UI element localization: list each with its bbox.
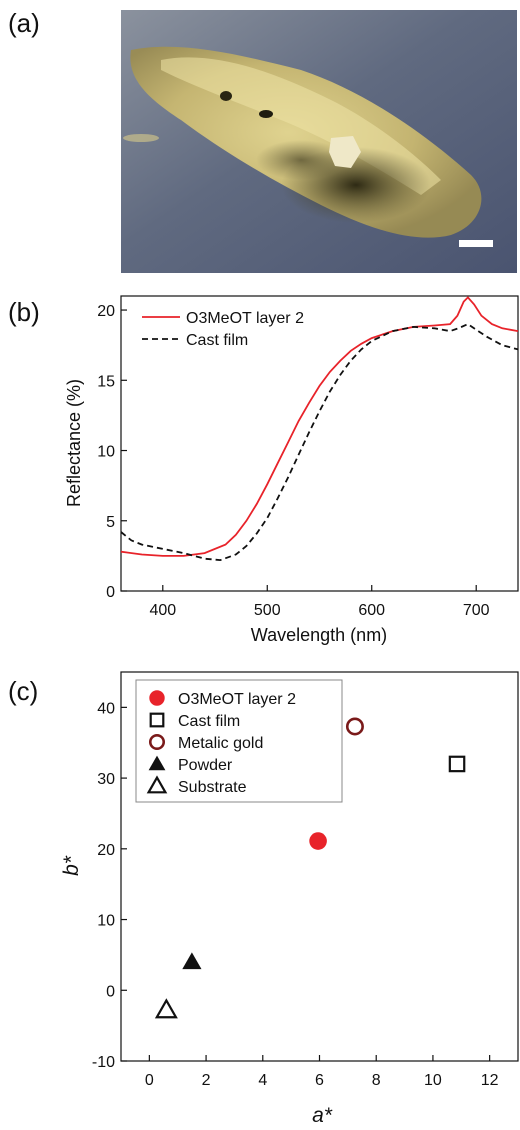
x-tick-label: 8 [372,1072,381,1089]
data-point [309,832,327,850]
data-point [345,717,364,736]
legend-entry: Metalic gold [178,735,263,752]
series-line-cast-film [120,323,519,562]
y-tick-label: 10 [97,913,115,930]
reflectance-chart: 400 500 600 700 0 5 10 15 20 O3MeOT layer 2 Cast … [64,295,519,645]
x-tick-label: 400 [149,602,176,619]
legend-entry: Powder [178,757,233,774]
data-point [448,755,466,773]
y-tick-label: 20 [97,842,115,859]
legend-marker [148,755,166,771]
data-point [154,998,178,1019]
legend-box [135,679,343,803]
legend-entry: O3MeOT layer 2 [186,310,304,327]
y-tick-label: -10 [92,1054,115,1071]
x-tick-label: 500 [254,602,281,619]
legend-marker [148,733,166,751]
panel-label-b: (b) [8,297,40,327]
y-axis-label: b* [60,855,83,876]
y-tick-label: 20 [97,303,115,320]
plot-frame [120,295,519,592]
x-tick-label: 6 [315,1072,324,1089]
data-point [182,952,202,970]
legend-entry: Cast film [178,713,240,730]
y-tick-label: 0 [106,983,115,1000]
x-axis-label: a* [312,1104,333,1127]
y-tick-label: 10 [97,444,115,461]
x-tick-label: 600 [358,602,385,619]
series-line-o3meot-layer-2 [120,296,519,557]
y-tick-label: 0 [106,584,115,601]
legend-marker [149,712,165,728]
x-axis-label: Wavelength (nm) [251,625,387,645]
x-tick-label: 2 [202,1072,211,1089]
x-tick-label: 12 [481,1072,499,1089]
film-photo [121,10,517,273]
panel-label-a: (a) [8,8,40,38]
legend-entry: O3MeOT layer 2 [178,691,296,708]
y-tick-label: 40 [97,700,115,717]
x-tick-label: 4 [258,1072,267,1089]
x-tick-label: 0 [145,1072,154,1089]
x-tick-label: 10 [424,1072,442,1089]
legend-entry: Cast film [186,332,248,349]
legend-entry: Substrate [178,779,247,796]
panel-label-c: (c) [8,676,39,706]
y-tick-label: 5 [106,514,115,531]
y-axis-label: Reflectance (%) [64,379,84,507]
legend-marker [149,690,165,706]
x-tick-label: 700 [463,602,490,619]
color-coordinate-chart: 0 2 4 6 8 10 12 -10 0 10 20 30 40 O3MeOT layer 2 Cast… [60,671,519,1127]
legend-marker [146,775,168,794]
y-tick-label: 30 [97,771,115,788]
y-tick-label: 15 [97,373,115,390]
